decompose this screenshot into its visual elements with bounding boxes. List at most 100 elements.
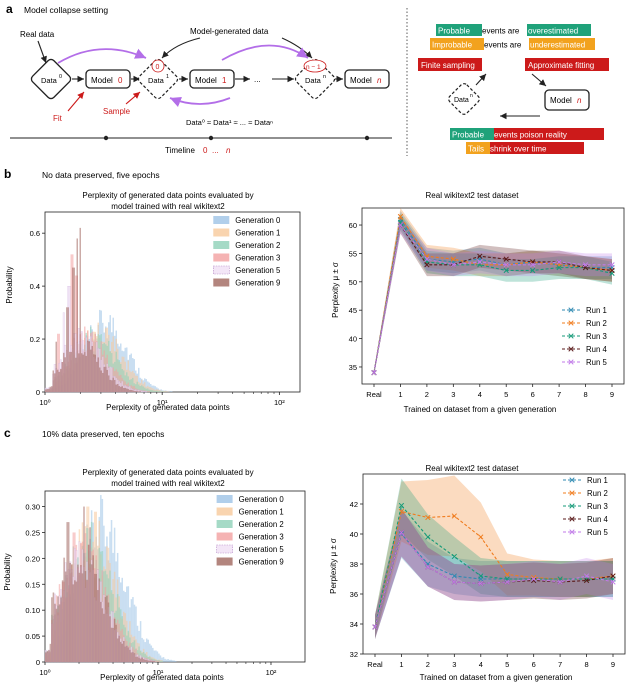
bar <box>123 387 125 392</box>
datan-text: Data <box>305 76 322 85</box>
x-tick-label: 6 <box>531 390 535 399</box>
c-hist-ylabel: Probability <box>3 553 12 590</box>
bar <box>71 564 73 662</box>
overestimated-tag: overestimated <box>528 27 578 36</box>
bar <box>63 352 65 392</box>
bar <box>57 333 59 392</box>
x-tick-label: 7 <box>558 660 562 669</box>
axes-frame <box>361 207 625 385</box>
legend-swatch <box>216 544 233 554</box>
bar <box>152 658 154 662</box>
bar <box>150 389 152 392</box>
bar <box>166 391 168 392</box>
panel-a: a Model collapse setting Real data Model… <box>6 2 609 156</box>
bar <box>58 371 60 392</box>
legend-marker <box>569 477 575 483</box>
x-tick-label: 10² <box>274 398 285 407</box>
bar <box>143 391 146 393</box>
y-tick-label: 60 <box>349 221 357 230</box>
y-tick-label: 0.2 <box>30 335 40 344</box>
bar <box>138 384 140 392</box>
modeln-text: Model <box>350 76 372 85</box>
data-point <box>478 534 484 540</box>
modeln-right-text: Model <box>550 96 572 105</box>
bar <box>144 653 146 662</box>
bar <box>135 606 137 662</box>
bar <box>124 646 127 662</box>
bar <box>152 647 154 662</box>
c-hist-xlabel: Perplexity of generated data points <box>100 673 224 682</box>
bar <box>81 353 83 392</box>
legend-swatch <box>213 241 230 249</box>
legend-marker <box>569 490 575 496</box>
bar <box>106 369 108 392</box>
bar <box>153 390 155 392</box>
ellipsis: ... <box>254 75 261 84</box>
data-point <box>398 529 405 536</box>
bar <box>114 379 116 392</box>
modeln-right-node <box>544 89 590 111</box>
legend-marker <box>569 503 575 509</box>
model1-text: Model <box>195 76 217 85</box>
bar <box>45 389 47 392</box>
y-tick-label: 45 <box>349 306 357 315</box>
panel-b-subtitle: No data preserved, five epochs <box>42 170 160 180</box>
legend-label: Run 5 <box>587 528 608 537</box>
bar <box>93 354 95 392</box>
datan-right-node <box>448 83 480 115</box>
b-line-ylabel: Perplexity μ ± σ <box>331 262 340 318</box>
b-hist-title-1: Perplexity of generated data points eval… <box>82 191 253 200</box>
legend-label: Run 4 <box>586 345 607 354</box>
data-point <box>424 262 430 268</box>
data-point <box>503 256 509 262</box>
bar <box>150 645 153 662</box>
modeln-right-sup: n <box>577 96 582 105</box>
data-point <box>478 573 484 579</box>
modeln-node <box>344 69 390 89</box>
legend-label: Generation 5 <box>235 266 281 275</box>
bar <box>142 390 145 393</box>
bar <box>115 624 117 662</box>
bar <box>97 357 99 392</box>
legend-label: Generation 1 <box>235 229 280 238</box>
bar <box>150 660 153 662</box>
bar <box>88 341 90 392</box>
bar <box>155 650 157 662</box>
data-point <box>609 262 615 268</box>
x-tick-label: 3 <box>451 390 455 399</box>
bar <box>129 649 131 662</box>
bar <box>130 389 132 392</box>
improbable-rest: events are <box>484 41 522 50</box>
tails-tag: Tails <box>468 145 484 154</box>
series-line <box>374 532 613 628</box>
std-band <box>374 216 612 376</box>
x-tick-label: 8 <box>583 390 587 399</box>
bar <box>73 267 75 392</box>
data-point <box>530 267 536 274</box>
data-point <box>398 502 405 509</box>
bar <box>84 352 86 392</box>
bar <box>76 238 78 392</box>
bar <box>139 386 141 392</box>
bar <box>141 385 143 392</box>
bar <box>132 597 134 662</box>
bar <box>77 564 79 662</box>
bar <box>138 657 140 662</box>
legend-label: Run 1 <box>586 306 607 315</box>
data-point <box>371 369 377 376</box>
bar <box>163 391 165 392</box>
bar <box>153 650 156 662</box>
bar <box>130 652 133 662</box>
data-point <box>451 579 457 585</box>
bar <box>144 387 146 392</box>
std-band <box>374 213 612 376</box>
bar <box>148 386 150 392</box>
real-data-label: Real data <box>20 30 55 39</box>
bar <box>127 647 130 662</box>
model1-num: 1 <box>222 76 227 85</box>
bar <box>96 361 98 392</box>
bar <box>161 660 163 662</box>
panel-b: b No data preserved, five epochs Perplex… <box>4 167 625 414</box>
legend-marker <box>569 516 575 522</box>
data-point <box>425 564 431 570</box>
